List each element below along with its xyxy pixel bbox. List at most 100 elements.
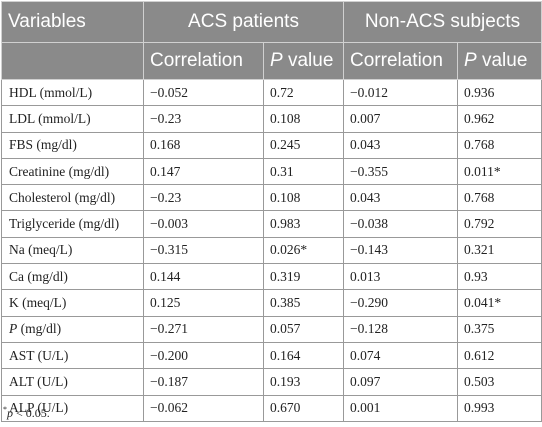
non-acs-p-value-cell: 0.321 [456, 236, 542, 265]
non-acs-p-value-cell: 0.936 [456, 78, 542, 107]
non-acs-p-value-cell: 0.792 [456, 210, 542, 238]
acs-p-value-cell: 0.026* [263, 236, 344, 265]
header-blank [1, 42, 144, 80]
acs-p-value-cell: 0.164 [263, 341, 344, 370]
header-row-columns: Correlation P value Correlation P value [1, 42, 542, 80]
variable-cell: HDL (mmol/L) [1, 78, 144, 107]
acs-correlation-cell: −0.187 [143, 368, 264, 396]
table-footnote: *p < 0.05. [3, 405, 50, 421]
non-acs-correlation-cell: 0.097 [343, 368, 458, 396]
acs-correlation-cell: 0.147 [143, 157, 264, 186]
non-acs-p-value-cell: 0.011* [456, 157, 542, 186]
acs-p-value-cell: 0.72 [263, 78, 344, 107]
p-letter: P [464, 50, 477, 71]
p-letter: P [270, 50, 283, 71]
variable-cell: Ca (mg/dl) [1, 263, 144, 291]
table-row: Cholesterol (mg/dl) −0.23 0.108 0.043 0.… [1, 184, 542, 212]
header-acs-p-value: P value [263, 42, 344, 80]
acs-correlation-cell: 0.168 [143, 131, 264, 159]
header-variables: Variables [1, 1, 144, 43]
non-acs-p-value-cell: 0.93 [456, 263, 542, 291]
non-acs-p-value-cell: 0.612 [456, 341, 542, 370]
non-acs-correlation-cell: 0.043 [343, 131, 458, 159]
acs-correlation-cell: −0.23 [143, 105, 264, 133]
acs-p-value-cell: 0.983 [263, 210, 344, 238]
header-non-acs-correlation: Correlation [343, 42, 458, 80]
p-value-rest: value [282, 50, 334, 71]
variable-cell: Cholesterol (mg/dl) [1, 184, 144, 212]
non-acs-correlation-cell: 0.013 [343, 263, 458, 291]
variable-cell: FBS (mg/dl) [1, 131, 144, 159]
non-acs-correlation-cell: 0.074 [343, 341, 458, 370]
table-row: Creatinine (mg/dl) 0.147 0.31 −0.355 0.0… [1, 157, 542, 186]
variable-cell: ALT (U/L) [1, 368, 144, 396]
acs-p-value-cell: 0.245 [263, 131, 344, 159]
header-row-groups: Variables ACS patients Non-ACS subjects [1, 1, 542, 43]
footnote-star: * [3, 405, 7, 414]
non-acs-p-value-cell: 0.041* [456, 289, 542, 317]
non-acs-correlation-cell: −0.290 [343, 289, 458, 317]
non-acs-correlation-cell: 0.043 [343, 184, 458, 212]
acs-p-value-cell: 0.108 [263, 105, 344, 133]
table-header: Variables ACS patients Non-ACS subjects … [1, 1, 542, 80]
variable-cell: ALP (U/L) [1, 394, 144, 422]
footnote-text: < 0.05. [13, 406, 50, 420]
table-row: Ca (mg/dl) 0.144 0.319 0.013 0.93 [1, 263, 542, 291]
non-acs-p-value-cell: 0.768 [456, 131, 542, 159]
acs-correlation-cell: −0.003 [143, 210, 264, 238]
acs-p-value-cell: 0.385 [263, 289, 344, 317]
variable-cell: K (meq/L) [1, 289, 144, 317]
non-acs-correlation-cell: −0.355 [343, 157, 458, 186]
table-row: ALP (U/L) −0.062 0.670 0.001 0.993 [1, 394, 542, 422]
acs-p-value-cell: 0.057 [263, 315, 344, 343]
variable-cell: Na (meq/L) [1, 236, 144, 265]
table-row: LDL (mmol/L) −0.23 0.108 0.007 0.962 [1, 105, 542, 133]
acs-correlation-cell: −0.315 [143, 236, 264, 265]
table-body: HDL (mmol/L) −0.052 0.72 −0.012 0.936 LD… [1, 78, 542, 422]
footnote-p: p [7, 406, 13, 420]
variable-cell: Creatinine (mg/dl) [1, 157, 144, 186]
acs-p-value-cell: 0.319 [263, 263, 344, 291]
table-row: FBS (mg/dl) 0.168 0.245 0.043 0.768 [1, 131, 542, 159]
non-acs-correlation-cell: 0.007 [343, 105, 458, 133]
table-row: Triglyceride (mg/dl) −0.003 0.983 −0.038… [1, 210, 542, 238]
acs-correlation-cell: 0.125 [143, 289, 264, 317]
acs-correlation-cell: −0.271 [143, 315, 264, 343]
non-acs-p-value-cell: 0.993 [456, 394, 542, 422]
variable-cell: AST (U/L) [1, 341, 144, 370]
header-acs-correlation: Correlation [143, 42, 264, 80]
acs-correlation-cell: −0.052 [143, 78, 264, 107]
header-group-acs: ACS patients [143, 1, 344, 43]
variable-letter: P [9, 321, 18, 337]
acs-correlation-cell: −0.23 [143, 184, 264, 212]
acs-p-value-cell: 0.670 [263, 394, 344, 422]
acs-p-value-cell: 0.108 [263, 184, 344, 212]
non-acs-correlation-cell: −0.012 [343, 78, 458, 107]
non-acs-p-value-cell: 0.503 [456, 368, 542, 396]
acs-correlation-cell: −0.200 [143, 341, 264, 370]
variable-cell: Triglyceride (mg/dl) [1, 210, 144, 238]
non-acs-correlation-cell: −0.143 [343, 236, 458, 265]
table-row: HDL (mmol/L) −0.052 0.72 −0.012 0.936 [1, 78, 542, 107]
non-acs-correlation-cell: −0.128 [343, 315, 458, 343]
non-acs-correlation-cell: 0.001 [343, 394, 458, 422]
table-row: P (mg/dl) −0.271 0.057 −0.128 0.375 [1, 315, 542, 343]
acs-p-value-cell: 0.31 [263, 157, 344, 186]
non-acs-p-value-cell: 0.768 [456, 184, 542, 212]
header-group-non-acs: Non-ACS subjects [342, 1, 542, 43]
table-row: K (meq/L) 0.125 0.385 −0.290 0.041* [1, 289, 542, 317]
table-row: ALT (U/L) −0.187 0.193 0.097 0.503 [1, 368, 542, 396]
variable-unit: (mg/dl) [17, 321, 62, 337]
variable-cell: P (mg/dl) [1, 315, 144, 343]
table-row: Na (meq/L) −0.315 0.026* −0.143 0.321 [1, 236, 542, 265]
non-acs-p-value-cell: 0.375 [456, 315, 542, 343]
variable-cell: LDL (mmol/L) [1, 105, 144, 133]
p-value-rest: value [476, 50, 528, 71]
acs-p-value-cell: 0.193 [263, 368, 344, 396]
acs-correlation-cell: 0.144 [143, 263, 264, 291]
table-row: AST (U/L) −0.200 0.164 0.074 0.612 [1, 341, 542, 370]
header-non-acs-p-value: P value [456, 42, 542, 80]
non-acs-p-value-cell: 0.962 [456, 105, 542, 133]
non-acs-correlation-cell: −0.038 [343, 210, 458, 238]
